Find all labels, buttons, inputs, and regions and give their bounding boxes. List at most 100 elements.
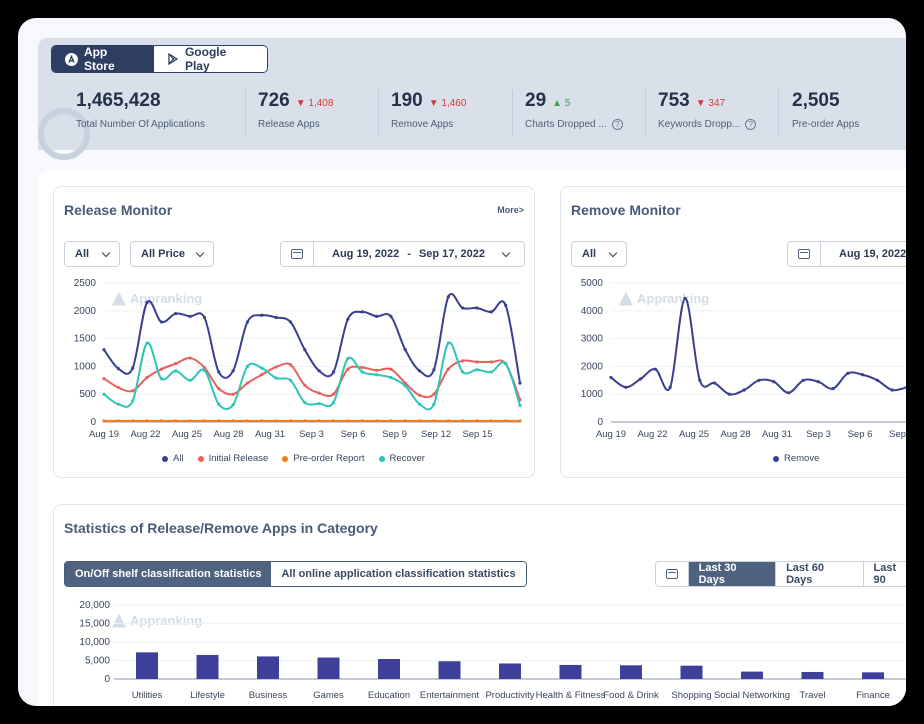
data-point bbox=[360, 365, 364, 370]
category-bar-chart: 20,000 15,000 10,000 5,000 0 Utilities Lifesty… bbox=[79, 600, 906, 701]
data-point bbox=[303, 348, 307, 352]
tab-on-off-shelf[interactable]: On/Off shelf classification statistics bbox=[65, 562, 272, 586]
legend-item-all[interactable]: All bbox=[162, 453, 184, 464]
legend-item-remove[interactable]: Remove bbox=[773, 453, 819, 464]
bar bbox=[257, 656, 279, 679]
tab-all-online[interactable]: All online application classification st… bbox=[271, 562, 526, 586]
x-tick-label: Sep 12 bbox=[421, 429, 451, 440]
bar bbox=[317, 657, 340, 679]
legend-dot bbox=[378, 455, 385, 462]
y-tick-label: 20,000 bbox=[79, 600, 110, 611]
bar bbox=[438, 661, 461, 679]
type-filter-value: All bbox=[582, 248, 597, 260]
stat-remove-apps[interactable]: 190 ▼ 1,460 Remove Apps bbox=[391, 90, 466, 140]
date-range-picker[interactable]: Aug 19, 2022 - Sep 17, 2022 bbox=[314, 241, 525, 267]
date-separator: - bbox=[407, 248, 411, 260]
remove-type-filter-select[interactable]: All bbox=[571, 241, 627, 267]
data-point bbox=[260, 313, 264, 317]
y-tick-label: 500 bbox=[79, 389, 96, 400]
data-point bbox=[131, 366, 135, 370]
range-last-60[interactable]: Last 60 Days bbox=[775, 562, 862, 586]
data-point bbox=[489, 370, 493, 374]
data-point bbox=[274, 365, 278, 369]
range-last-30[interactable]: Last 30 Days bbox=[687, 562, 776, 586]
divider bbox=[778, 90, 779, 136]
data-point bbox=[374, 419, 379, 423]
legend-label: Remove bbox=[784, 453, 820, 464]
x-tick-label: Entertainment bbox=[420, 690, 480, 701]
data-point bbox=[174, 362, 178, 366]
y-tick-label: 1000 bbox=[74, 361, 97, 372]
data-point bbox=[403, 384, 407, 388]
tab-app-store[interactable]: App Store bbox=[52, 46, 155, 72]
data-point bbox=[188, 356, 192, 360]
data-point bbox=[905, 386, 906, 389]
stat-keywords-dropped[interactable]: 753 ▼ 347 Keywords Dropp...? bbox=[658, 90, 757, 140]
calendar-button[interactable] bbox=[656, 562, 688, 586]
data-point bbox=[317, 369, 321, 373]
data-point bbox=[116, 367, 120, 371]
x-tick-label: Aug 28 bbox=[213, 429, 243, 440]
stat-value: 29 bbox=[525, 90, 547, 111]
store-switch: App Store Google Play bbox=[51, 45, 268, 73]
tab-google-play[interactable]: Google Play bbox=[154, 46, 267, 72]
data-point bbox=[609, 375, 613, 380]
data-point bbox=[831, 387, 835, 391]
x-tick-label: Sep 3 bbox=[806, 429, 831, 440]
legend-item-recover[interactable]: Recover bbox=[378, 453, 425, 464]
bar bbox=[499, 663, 521, 679]
stat-charts-dropped[interactable]: 29 ▲ 5 Charts Dropped ...? bbox=[525, 90, 623, 140]
data-point bbox=[772, 380, 776, 384]
stats-panel: App Store Google Play 1,465,428 Total Nu… bbox=[38, 38, 906, 160]
y-tick-label: 0 bbox=[104, 674, 110, 685]
y-tick-label: 1500 bbox=[74, 334, 97, 345]
help-icon[interactable]: ? bbox=[745, 119, 757, 130]
data-point bbox=[727, 392, 731, 396]
stat-value: 753 bbox=[658, 90, 690, 111]
x-tick-label: Aug 19 bbox=[596, 429, 626, 440]
bar bbox=[862, 672, 884, 679]
range-last-90[interactable]: Last 90 bbox=[862, 562, 906, 586]
y-tick-label: 4000 bbox=[581, 306, 604, 317]
app-frame: App Store Google Play 1,465,428 Total Nu… bbox=[18, 18, 906, 706]
legend-dot bbox=[773, 455, 779, 462]
date-start: Aug 19, 2022 bbox=[839, 248, 906, 260]
date-range-picker[interactable]: Aug 19, 2022 bbox=[821, 241, 906, 267]
bar bbox=[378, 659, 400, 679]
classification-tabs: On/Off shelf classification statistics A… bbox=[64, 561, 527, 587]
calendar-button[interactable] bbox=[280, 241, 314, 267]
data-point bbox=[432, 392, 436, 396]
data-point bbox=[403, 419, 407, 423]
calendar-button[interactable] bbox=[787, 241, 821, 267]
store-tab-wrap: App Store Google Play bbox=[38, 38, 268, 80]
y-tick-label: 0 bbox=[597, 417, 603, 428]
more-link[interactable]: More> bbox=[497, 205, 524, 215]
legend-label: Initial Release bbox=[208, 453, 269, 464]
data-point bbox=[504, 419, 508, 423]
release-legend: All Initial Release Pre-order Report Rec… bbox=[162, 453, 425, 464]
data-point bbox=[461, 370, 465, 374]
data-point bbox=[102, 377, 106, 381]
stat-release-apps[interactable]: 726 ▼ 1,408 Release Apps bbox=[258, 90, 333, 140]
legend-item-initial-release[interactable]: Initial Release bbox=[197, 453, 269, 464]
data-point bbox=[303, 400, 307, 405]
data-point bbox=[698, 378, 702, 382]
remove-monitor-title: Remove Monitor bbox=[571, 202, 681, 218]
data-point bbox=[417, 393, 422, 397]
type-filter-value: All bbox=[75, 248, 90, 260]
stat-preorder-apps[interactable]: 2,505 Pre-order Apps bbox=[792, 90, 859, 140]
legend-item-preorder[interactable]: Pre-order Report bbox=[282, 453, 365, 464]
data-point bbox=[346, 357, 350, 361]
y-tick-label: 3000 bbox=[581, 334, 604, 345]
type-filter-select[interactable]: All bbox=[64, 241, 120, 267]
data-point bbox=[446, 341, 450, 345]
price-filter-select[interactable]: All Price bbox=[130, 241, 214, 267]
help-icon[interactable]: ? bbox=[611, 119, 623, 130]
data-point bbox=[346, 419, 350, 423]
data-point bbox=[231, 403, 235, 407]
data-point bbox=[624, 385, 628, 389]
remove-monitor-card: Remove Monitor All Aug 19, 2022 Appranki… bbox=[560, 186, 906, 478]
data-point bbox=[346, 317, 350, 321]
divider bbox=[512, 90, 513, 136]
